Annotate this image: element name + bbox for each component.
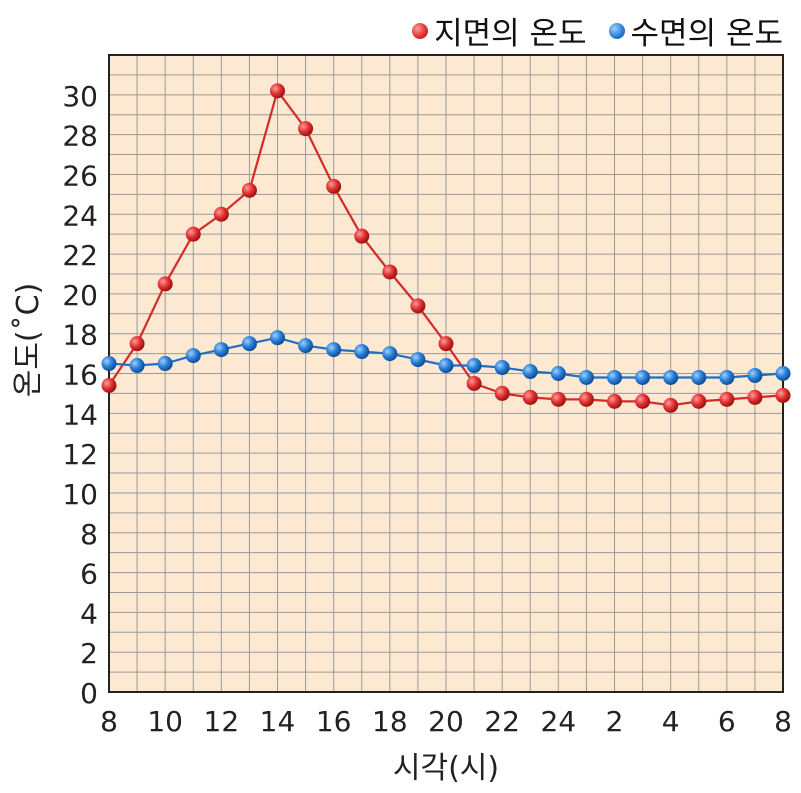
point-ground	[438, 336, 454, 352]
point-ground	[213, 206, 229, 222]
y-tick-label: 8	[80, 518, 98, 551]
point-water	[635, 369, 651, 385]
legend: 지면의 온도 수면의 온도	[390, 8, 783, 53]
point-ground	[101, 377, 117, 393]
point-water	[578, 369, 594, 385]
point-ground	[550, 391, 566, 407]
point-water	[382, 346, 398, 362]
point-ground	[129, 336, 145, 352]
point-ground	[326, 178, 342, 194]
point-ground	[185, 226, 201, 242]
x-tick-label: 20	[428, 705, 464, 738]
x-tick-label: 24	[541, 705, 577, 738]
point-water	[775, 366, 791, 381]
x-tick-label: 8	[774, 705, 792, 738]
x-tick-label: 14	[260, 705, 296, 738]
y-tick-label: 10	[62, 478, 98, 511]
point-water	[241, 336, 257, 352]
x-tick-label: 4	[662, 705, 680, 738]
y-tick-label: 24	[62, 199, 98, 232]
y-axis-label: 온도(˚C)	[11, 283, 46, 398]
y-tick-label: 28	[62, 120, 98, 153]
point-ground	[354, 228, 370, 244]
x-axis-ticks: 8 10 12 14 16 18 20 22 24 2 4 6 8	[100, 705, 792, 738]
x-tick-label: 8	[100, 705, 118, 738]
y-tick-label: 20	[62, 279, 98, 312]
point-ground	[241, 182, 257, 198]
x-tick-label: 6	[718, 705, 736, 738]
y-tick-label: 18	[62, 319, 98, 352]
point-water	[663, 369, 679, 385]
legend-item-ground: 지면의 온도	[412, 8, 587, 53]
point-ground	[466, 375, 482, 391]
point-ground	[157, 276, 173, 292]
point-ground	[578, 391, 594, 407]
point-ground	[494, 385, 510, 401]
y-tick-label: 30	[62, 80, 98, 113]
point-ground	[607, 393, 622, 409]
y-tick-label: 26	[62, 159, 98, 192]
point-ground	[663, 397, 679, 413]
y-tick-label: 2	[80, 637, 98, 670]
legend-label-ground: 지면의 온도	[434, 16, 587, 52]
point-water	[550, 366, 566, 381]
y-tick-label: 16	[62, 359, 98, 392]
point-water	[607, 369, 622, 385]
point-ground	[691, 393, 707, 409]
point-water	[298, 338, 314, 354]
x-tick-label: 10	[147, 705, 183, 738]
legend-label-water: 수면의 온도	[630, 16, 783, 52]
point-water	[719, 369, 735, 385]
point-water	[466, 358, 482, 374]
point-ground	[270, 83, 285, 99]
point-ground	[775, 387, 791, 403]
point-water	[270, 330, 285, 346]
y-tick-label: 6	[80, 558, 98, 591]
point-ground	[635, 393, 651, 409]
legend-marker-water	[608, 22, 625, 39]
point-water	[354, 344, 370, 360]
x-tick-label: 16	[316, 705, 352, 738]
point-water	[326, 342, 342, 358]
point-water	[747, 367, 763, 383]
point-water	[522, 364, 538, 380]
point-water	[494, 360, 510, 376]
point-water	[410, 352, 426, 368]
point-water	[129, 358, 145, 374]
y-tick-label: 12	[62, 438, 98, 471]
series-layer	[101, 83, 791, 413]
point-ground	[382, 264, 398, 280]
x-tick-label: 2	[606, 705, 624, 738]
x-axis-label: 시각(시)	[393, 751, 499, 786]
legend-marker-ground	[412, 22, 429, 39]
point-water	[185, 348, 201, 364]
point-water	[101, 356, 117, 372]
y-tick-label: 0	[80, 677, 98, 710]
point-water	[691, 369, 707, 385]
point-ground	[747, 389, 763, 405]
y-tick-label: 14	[62, 398, 98, 431]
x-tick-label: 22	[484, 705, 520, 738]
point-water	[157, 356, 173, 372]
legend-item-water: 수면의 온도	[608, 8, 783, 53]
point-water	[213, 342, 229, 358]
point-ground	[719, 391, 735, 407]
y-tick-label: 4	[80, 597, 98, 630]
point-ground	[522, 389, 538, 405]
x-tick-label: 18	[372, 705, 408, 738]
x-tick-label: 12	[204, 705, 240, 738]
y-tick-label: 22	[62, 239, 98, 272]
point-water	[438, 358, 454, 374]
point-ground	[410, 298, 426, 314]
point-ground	[298, 121, 314, 137]
